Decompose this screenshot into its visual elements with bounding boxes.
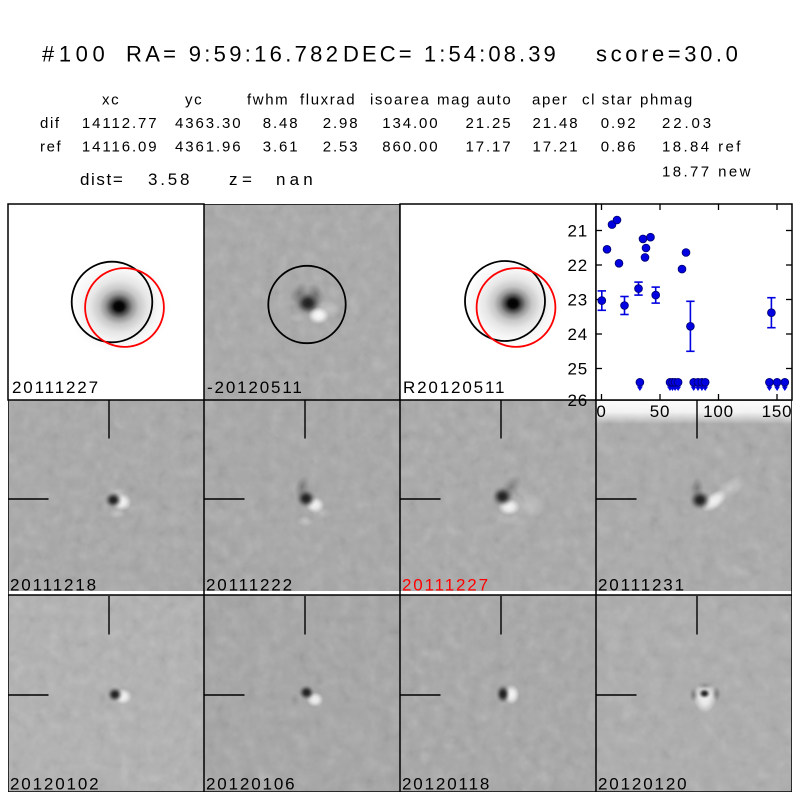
svg-text:ref: ref [40, 139, 62, 156]
svg-text:23: 23 [567, 291, 588, 310]
svg-text:21.25: 21.25 [465, 115, 512, 132]
svg-text:14116.09: 14116.09 [82, 139, 159, 156]
svg-text:17.17: 17.17 [465, 139, 512, 156]
svg-text:20120106: 20120106 [206, 775, 296, 794]
svg-text:50: 50 [650, 402, 671, 421]
svg-text:3.61: 3.61 [263, 139, 300, 156]
svg-text:-20120511: -20120511 [207, 378, 304, 397]
svg-text:0.92: 0.92 [601, 115, 638, 132]
svg-text:150: 150 [762, 402, 793, 421]
svg-text:fwhm: fwhm [247, 92, 289, 109]
svg-text:25: 25 [567, 360, 588, 379]
svg-text:R20120511: R20120511 [403, 378, 506, 397]
svg-text:20111231: 20111231 [598, 576, 686, 595]
svg-text:21.48: 21.48 [532, 115, 579, 132]
svg-text:xc: xc [102, 92, 120, 109]
svg-text:4363.30: 4363.30 [175, 115, 243, 132]
svg-text:2.53: 2.53 [323, 139, 360, 156]
svg-text:14112.77: 14112.77 [82, 115, 159, 132]
svg-text:17.21: 17.21 [532, 139, 579, 156]
svg-text:20120118: 20120118 [402, 775, 491, 794]
svg-text:z=: z= [229, 170, 256, 189]
svg-text:18.77 new: 18.77 new [662, 164, 753, 181]
svg-text:dist=: dist= [80, 170, 124, 189]
svg-text:24: 24 [567, 325, 588, 344]
svg-text:21: 21 [567, 222, 588, 241]
svg-text:aper: aper [532, 92, 568, 109]
svg-text:20111218: 20111218 [10, 576, 98, 595]
svg-text:20120120: 20120120 [598, 775, 688, 794]
svg-text:3.58: 3.58 [148, 170, 192, 189]
svg-text:dif: dif [40, 115, 61, 132]
svg-text:20111222: 20111222 [206, 576, 294, 595]
svg-text:score=30.0: score=30.0 [596, 42, 741, 67]
svg-text:20111227: 20111227 [12, 378, 100, 397]
svg-text:20120102: 20120102 [10, 775, 100, 794]
svg-text:phmag: phmag [640, 92, 694, 109]
svg-text:18.84 ref: 18.84 ref [662, 139, 743, 156]
svg-text:100: 100 [703, 402, 734, 421]
svg-text:cl star: cl star [582, 92, 633, 109]
svg-text:2.98: 2.98 [323, 115, 360, 132]
svg-text:yc: yc [185, 92, 203, 109]
svg-text:mag auto: mag auto [437, 92, 512, 109]
svg-text:#100: #100 [42, 42, 109, 67]
svg-text:0.86: 0.86 [601, 139, 638, 156]
svg-text:20111227: 20111227 [402, 576, 490, 595]
svg-text:DEC= 1:54:08.39: DEC= 1:54:08.39 [343, 42, 559, 67]
svg-text:0: 0 [596, 402, 606, 421]
svg-text:134.00: 134.00 [382, 115, 439, 132]
svg-text:860.00: 860.00 [382, 139, 439, 156]
svg-text:RA= 9:59:16.782: RA= 9:59:16.782 [126, 42, 341, 67]
svg-text:isoarea: isoarea [370, 92, 430, 109]
svg-text:22: 22 [567, 256, 588, 275]
svg-text:22.03: 22.03 [662, 115, 714, 132]
svg-text:fluxrad: fluxrad [300, 92, 356, 109]
svg-text:4361.96: 4361.96 [175, 139, 243, 156]
svg-text:26: 26 [567, 391, 588, 410]
svg-text:nan: nan [276, 170, 317, 189]
svg-text:8.48: 8.48 [263, 115, 300, 132]
